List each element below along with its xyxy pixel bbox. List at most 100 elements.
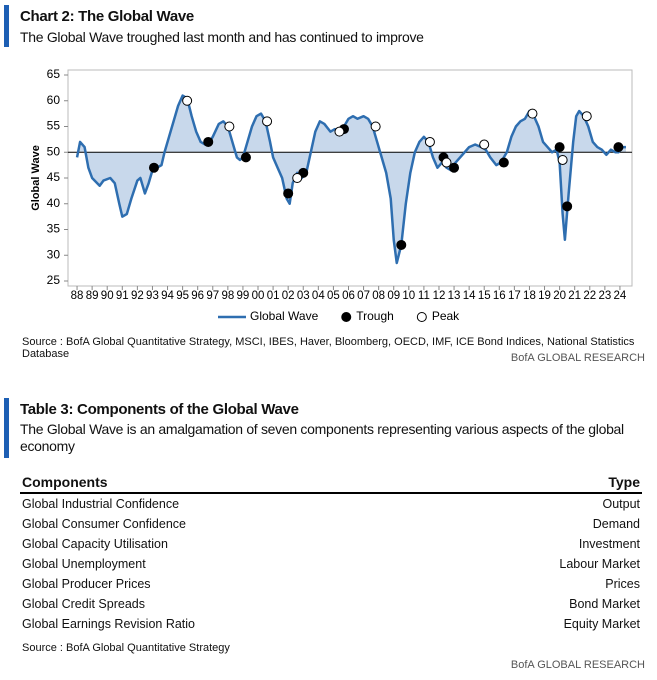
table: Components Type Global Industrial Confiden…	[20, 472, 642, 634]
x-tick-label: 89	[86, 290, 99, 302]
x-tick-label: 21	[568, 290, 581, 302]
peak-marker	[182, 95, 193, 106]
y-tick-label: 65	[47, 67, 61, 81]
table-header: Components Type	[20, 472, 642, 494]
table-cell: Bond Market	[569, 597, 640, 611]
x-tick-label: 24	[614, 290, 627, 302]
x-tick-label: 96	[191, 290, 204, 302]
table-cell: Global Credit Spreads	[22, 597, 145, 611]
peak-marker	[424, 136, 435, 147]
peak-marker	[292, 173, 303, 183]
x-tick-label: 05	[327, 290, 340, 302]
x-tick-label: 01	[267, 290, 280, 302]
x-tick-label: 22	[583, 290, 596, 302]
x-tick-label: 00	[252, 290, 265, 302]
table-row: Global Capacity Utilisation Investment	[20, 534, 642, 554]
chart-source: Source : BofA Global Quantitative Strate…	[22, 336, 635, 360]
table-cell: Demand	[592, 517, 640, 531]
peak-marker	[262, 116, 273, 127]
table-cell: Global Consumer Confidence	[22, 517, 186, 531]
legend-swatch	[416, 312, 427, 322]
x-tick-label: 03	[297, 290, 310, 302]
table-row: Global Unemployment Labour Market	[20, 554, 642, 574]
trough-marker	[498, 157, 509, 168]
x-tick-label: 10	[402, 290, 415, 302]
accent-bar	[4, 5, 9, 47]
trough-marker	[449, 162, 460, 173]
x-tick-label: 08	[372, 290, 385, 302]
plot-frame	[67, 69, 633, 287]
y-tick-label: 25	[47, 273, 61, 287]
x-tick-label: 16	[493, 290, 506, 302]
y-axis-label: Global Wave	[30, 145, 42, 211]
chart: 25 30 35 40 45 50 55 60 65 88 89 90 91 92 93 94 95 96 97 98…	[30, 67, 633, 323]
x-tick-label: 06	[342, 290, 355, 302]
x-tick-label: 09	[387, 290, 400, 302]
chart-title: Chart 2: The Global Wave	[20, 8, 194, 25]
trough-marker	[396, 239, 407, 250]
peak-marker	[370, 121, 381, 132]
table-credit: BofA GLOBAL RESEARCH	[510, 659, 645, 671]
table-cell: Global Earnings Revision Ratio	[22, 617, 196, 631]
x-tick-label: 13	[448, 290, 461, 302]
table-source: Source : BofA Global Quantitative Strate…	[22, 642, 230, 654]
trough-marker	[203, 136, 214, 147]
trough-marker	[554, 142, 565, 153]
table-row: Global Credit Spreads Bond Market	[20, 594, 642, 614]
table-cell: Global Capacity Utilisation	[22, 537, 168, 551]
peak-marker	[479, 139, 490, 150]
table-title: Table 3: Components of the Global Wave	[20, 401, 299, 418]
y-tick-label: 60	[47, 93, 61, 107]
table-row: Global Earnings Revision Ratio Equity Mar…	[20, 614, 642, 634]
x-tick-label: 88	[71, 290, 84, 302]
column-header: Components	[20, 472, 441, 494]
table-cell: Global Producer Prices	[22, 577, 151, 591]
y-tick-label: 30	[47, 247, 61, 261]
x-tick-label: 91	[116, 290, 129, 302]
table-row: Global Consumer Confidence Demand	[20, 514, 642, 534]
x-tick-label: 92	[131, 290, 144, 302]
column-header: Type	[440, 472, 642, 494]
trough-marker	[562, 201, 573, 212]
trough-marker	[283, 188, 294, 199]
x-tick-label: 90	[101, 290, 114, 302]
peak-marker	[334, 126, 345, 137]
y-tick-label: 45	[47, 170, 61, 184]
chart-subtitle: The Global Wave troughed last month and …	[20, 29, 424, 45]
trough-marker	[148, 162, 159, 173]
x-tick-label: 17	[508, 290, 521, 302]
trough-marker	[613, 142, 624, 153]
x-tick-label: 02	[282, 290, 295, 302]
table-cell: Equity Market	[563, 617, 640, 631]
table-cell: Investment	[578, 537, 640, 551]
x-tick-label: 95	[176, 290, 189, 302]
peak-marker	[441, 157, 452, 168]
x-tick-label: 23	[598, 290, 611, 302]
x-tick-label: 94	[161, 290, 174, 302]
table-row: Global Industrial Confidence Output	[20, 493, 642, 514]
table-cell: Prices	[605, 577, 640, 591]
x-tick-label: 19	[538, 290, 551, 302]
area	[77, 95, 626, 263]
peak-marker	[527, 108, 538, 119]
table-subtitle: The Global Wave is an amalgamation of se…	[20, 421, 624, 454]
peak-marker	[557, 154, 568, 165]
table-cell: Labour Market	[559, 557, 640, 571]
legend-label: Trough	[356, 309, 394, 323]
x-tick-label: 99	[237, 290, 250, 302]
x-tick-label: 20	[553, 290, 566, 302]
x-tick-label: 93	[146, 290, 159, 302]
y-tick-label: 40	[47, 196, 61, 210]
x-tick-label: 11	[418, 290, 430, 302]
table-cell: Output	[602, 497, 640, 511]
table-cell: Global Industrial Confidence	[22, 497, 180, 511]
x-tick-label: 04	[312, 290, 325, 302]
table-cell: Global Unemployment	[22, 557, 146, 571]
x-tick-label: 97	[206, 290, 219, 302]
table-row: Global Producer Prices Prices	[20, 574, 642, 594]
y-tick-label: 50	[47, 144, 61, 158]
x-tick-label: 14	[463, 290, 476, 302]
accent-bar	[4, 398, 9, 458]
trough-marker	[240, 152, 251, 163]
